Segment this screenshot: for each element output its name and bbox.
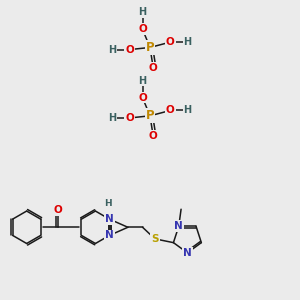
Text: H: H: [138, 7, 147, 17]
Text: N: N: [174, 221, 183, 231]
Text: H: H: [183, 37, 191, 47]
Text: O: O: [166, 106, 175, 116]
Text: O: O: [138, 24, 147, 34]
Text: H: H: [104, 199, 112, 208]
Text: H: H: [109, 45, 117, 55]
Text: P: P: [146, 41, 154, 54]
Text: O: O: [125, 45, 134, 55]
Text: N: N: [183, 248, 192, 258]
Text: O: O: [149, 63, 158, 73]
Text: O: O: [54, 205, 63, 215]
Text: N: N: [105, 214, 114, 224]
Text: N: N: [105, 230, 114, 240]
Text: O: O: [125, 113, 134, 123]
Text: P: P: [146, 109, 154, 122]
Text: O: O: [138, 93, 147, 103]
Text: O: O: [149, 131, 158, 141]
Text: S: S: [151, 234, 159, 244]
Text: H: H: [109, 113, 117, 123]
Text: O: O: [166, 37, 175, 47]
Text: H: H: [138, 76, 147, 85]
Text: H: H: [183, 106, 191, 116]
